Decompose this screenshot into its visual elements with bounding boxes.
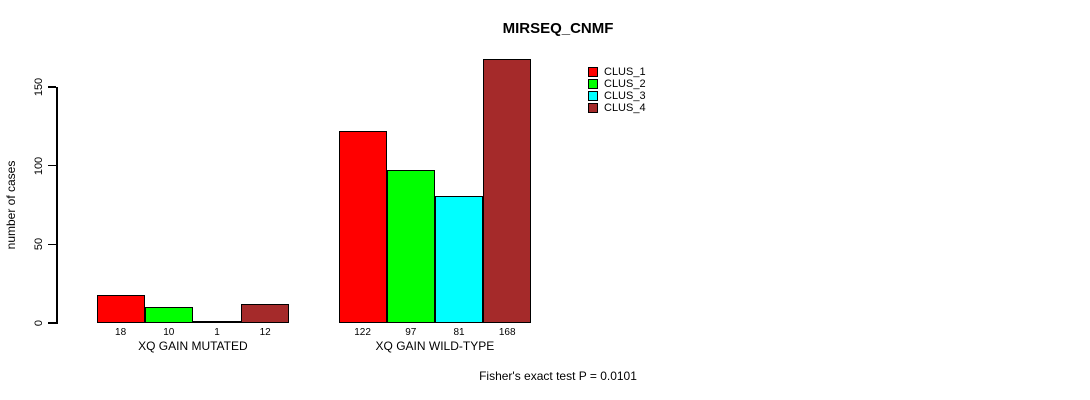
legend-swatch-icon xyxy=(588,79,598,89)
bar-clus_1-group2 xyxy=(338,131,387,323)
bar-value-label-clus_4-group2: 168 xyxy=(498,327,516,338)
legend-label: CLUS_1 xyxy=(604,66,646,78)
legend-label: CLUS_3 xyxy=(604,90,646,102)
group-label-2: XQ GAIN WILD-TYPE xyxy=(375,339,495,353)
legend-swatch-icon xyxy=(588,91,598,101)
legend: CLUS_1 CLUS_2 CLUS_3 CLUS_4 xyxy=(588,66,646,114)
bar-value-label-clus_3-group1: 1 xyxy=(214,327,220,338)
y-tick-mark-0 xyxy=(48,322,56,324)
y-tick-mark-100 xyxy=(48,164,56,167)
bar-value-label-clus_4-group1: 12 xyxy=(259,327,271,338)
legend-label: CLUS_2 xyxy=(604,78,646,90)
y-tick-mark-50 xyxy=(48,243,56,246)
bar-clus_3-group2 xyxy=(434,195,484,323)
chart-title: MIRSEQ_CNMF xyxy=(502,20,614,37)
legend-label: CLUS_4 xyxy=(604,102,646,114)
y-tick-mark-150 xyxy=(48,86,56,88)
bar-value-label-clus_3-group2: 81 xyxy=(453,327,465,338)
bar-clus_3-group1 xyxy=(192,321,242,323)
bar-clus_2-group1 xyxy=(144,307,193,323)
bar-clus_2-group2 xyxy=(386,170,435,323)
group-label-1: XQ GAIN MUTATED xyxy=(138,339,248,353)
y-tick-label-100: 100 xyxy=(33,156,45,175)
y-axis-line xyxy=(56,87,58,324)
y-tick-label-50: 50 xyxy=(33,238,45,251)
bar-value-label-clus_1-group1: 18 xyxy=(115,327,127,338)
legend-item-clus_1: CLUS_1 xyxy=(588,66,646,78)
bar-clus_4-group2 xyxy=(483,58,532,323)
bar-value-label-clus_2-group1: 10 xyxy=(163,327,175,338)
legend-swatch-icon xyxy=(588,103,598,113)
y-axis-label: number of cases xyxy=(4,160,18,250)
y-tick-label-150: 150 xyxy=(33,77,45,97)
legend-item-clus_3: CLUS_3 xyxy=(588,90,646,102)
legend-item-clus_4: CLUS_4 xyxy=(588,102,646,114)
legend-swatch-icon xyxy=(588,67,598,77)
bar-clus_4-group1 xyxy=(241,304,290,323)
legend-item-clus_2: CLUS_2 xyxy=(588,78,646,90)
bar-value-label-clus_1-group2: 122 xyxy=(354,327,371,338)
bar-value-label-clus_2-group2: 97 xyxy=(405,327,417,338)
bar-clus_1-group1 xyxy=(96,294,145,323)
fisher-test-annotation: Fisher's exact test P = 0.0101 xyxy=(479,369,637,383)
y-tick-label-0: 0 xyxy=(33,319,45,327)
